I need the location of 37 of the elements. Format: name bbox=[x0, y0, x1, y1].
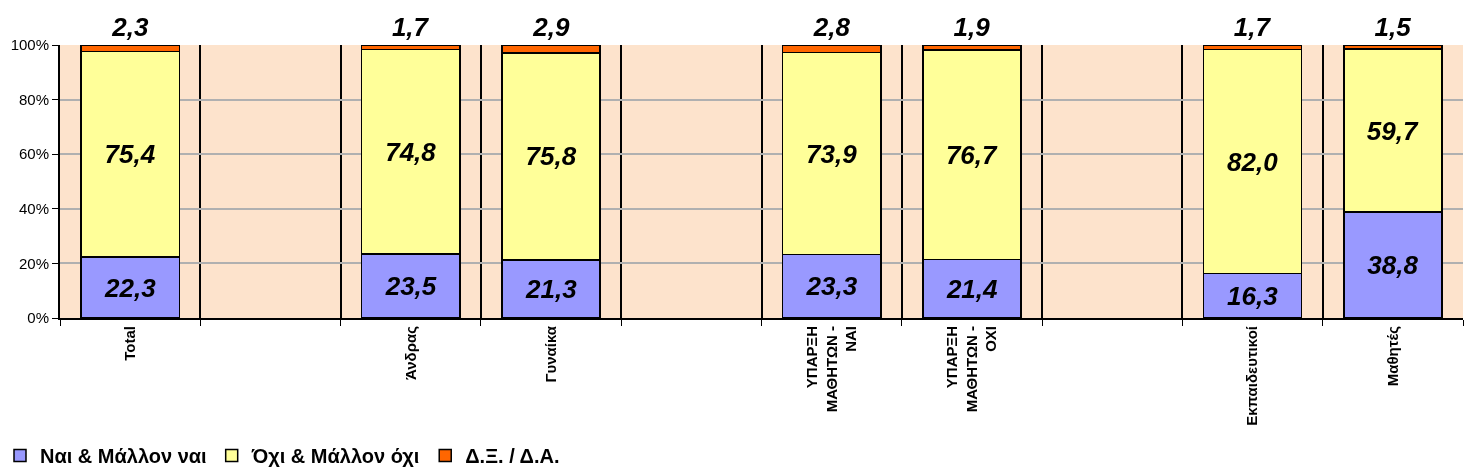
y-tick-label: 60% bbox=[18, 145, 49, 163]
y-tick-label: 80% bbox=[18, 90, 49, 108]
data-label: 74,8 bbox=[385, 136, 437, 167]
y-tick-label: 20% bbox=[18, 254, 49, 272]
data-label: 2,3 bbox=[111, 12, 149, 42]
x-tick-label: Εκπαιδευτικοί bbox=[1243, 326, 1261, 426]
x-tick-label: Μαθητές bbox=[1383, 325, 1401, 387]
y-tick-label: 40% bbox=[18, 200, 49, 218]
data-label: 22,3 bbox=[104, 272, 157, 303]
data-label: 59,7 bbox=[1366, 115, 1419, 146]
y-tick-label: 100% bbox=[10, 36, 49, 54]
y-tick-label: 0% bbox=[27, 309, 49, 327]
data-label: 1,7 bbox=[391, 12, 430, 42]
x-tick-label: ΥΠΑΡΞΗ ΜΑΘΗΤΩΝ - ΟΧΙ bbox=[943, 326, 1000, 413]
data-label: 73,9 bbox=[806, 138, 858, 169]
data-label: 76,7 bbox=[945, 139, 999, 170]
data-label: 38,8 bbox=[1367, 250, 1419, 281]
data-label: 1,5 bbox=[1374, 12, 1412, 42]
data-label: 21,3 bbox=[524, 273, 578, 304]
legend-label: Ναι & Μάλλον ναι bbox=[40, 445, 207, 468]
data-label: 23,3 bbox=[805, 271, 858, 302]
x-tick-label: Γυναίκα bbox=[541, 325, 559, 383]
legend-label: Όχι & Μάλλον όχι bbox=[250, 445, 420, 468]
data-label: 75,4 bbox=[104, 139, 156, 170]
data-label: 2,8 bbox=[812, 12, 851, 42]
data-label: 23,5 bbox=[384, 270, 437, 301]
data-label: 2,9 bbox=[532, 12, 570, 42]
data-label: 1,7 bbox=[1233, 12, 1272, 42]
data-label: 1,9 bbox=[953, 12, 991, 42]
x-tick-label: ΥΠΑΡΞΗ ΜΑΘΗΤΩΝ - ΝΑΙ bbox=[803, 326, 860, 413]
data-label: 75,8 bbox=[525, 141, 577, 172]
data-label: 16,3 bbox=[1226, 280, 1279, 311]
data-label: 82,0 bbox=[1226, 146, 1279, 177]
x-tick-label: Total bbox=[121, 326, 139, 361]
x-tick-label: Άνδρας bbox=[401, 325, 419, 381]
legend-label: Δ.Ξ. / Δ.Α. bbox=[465, 445, 560, 468]
data-label: 21,4 bbox=[945, 273, 999, 304]
